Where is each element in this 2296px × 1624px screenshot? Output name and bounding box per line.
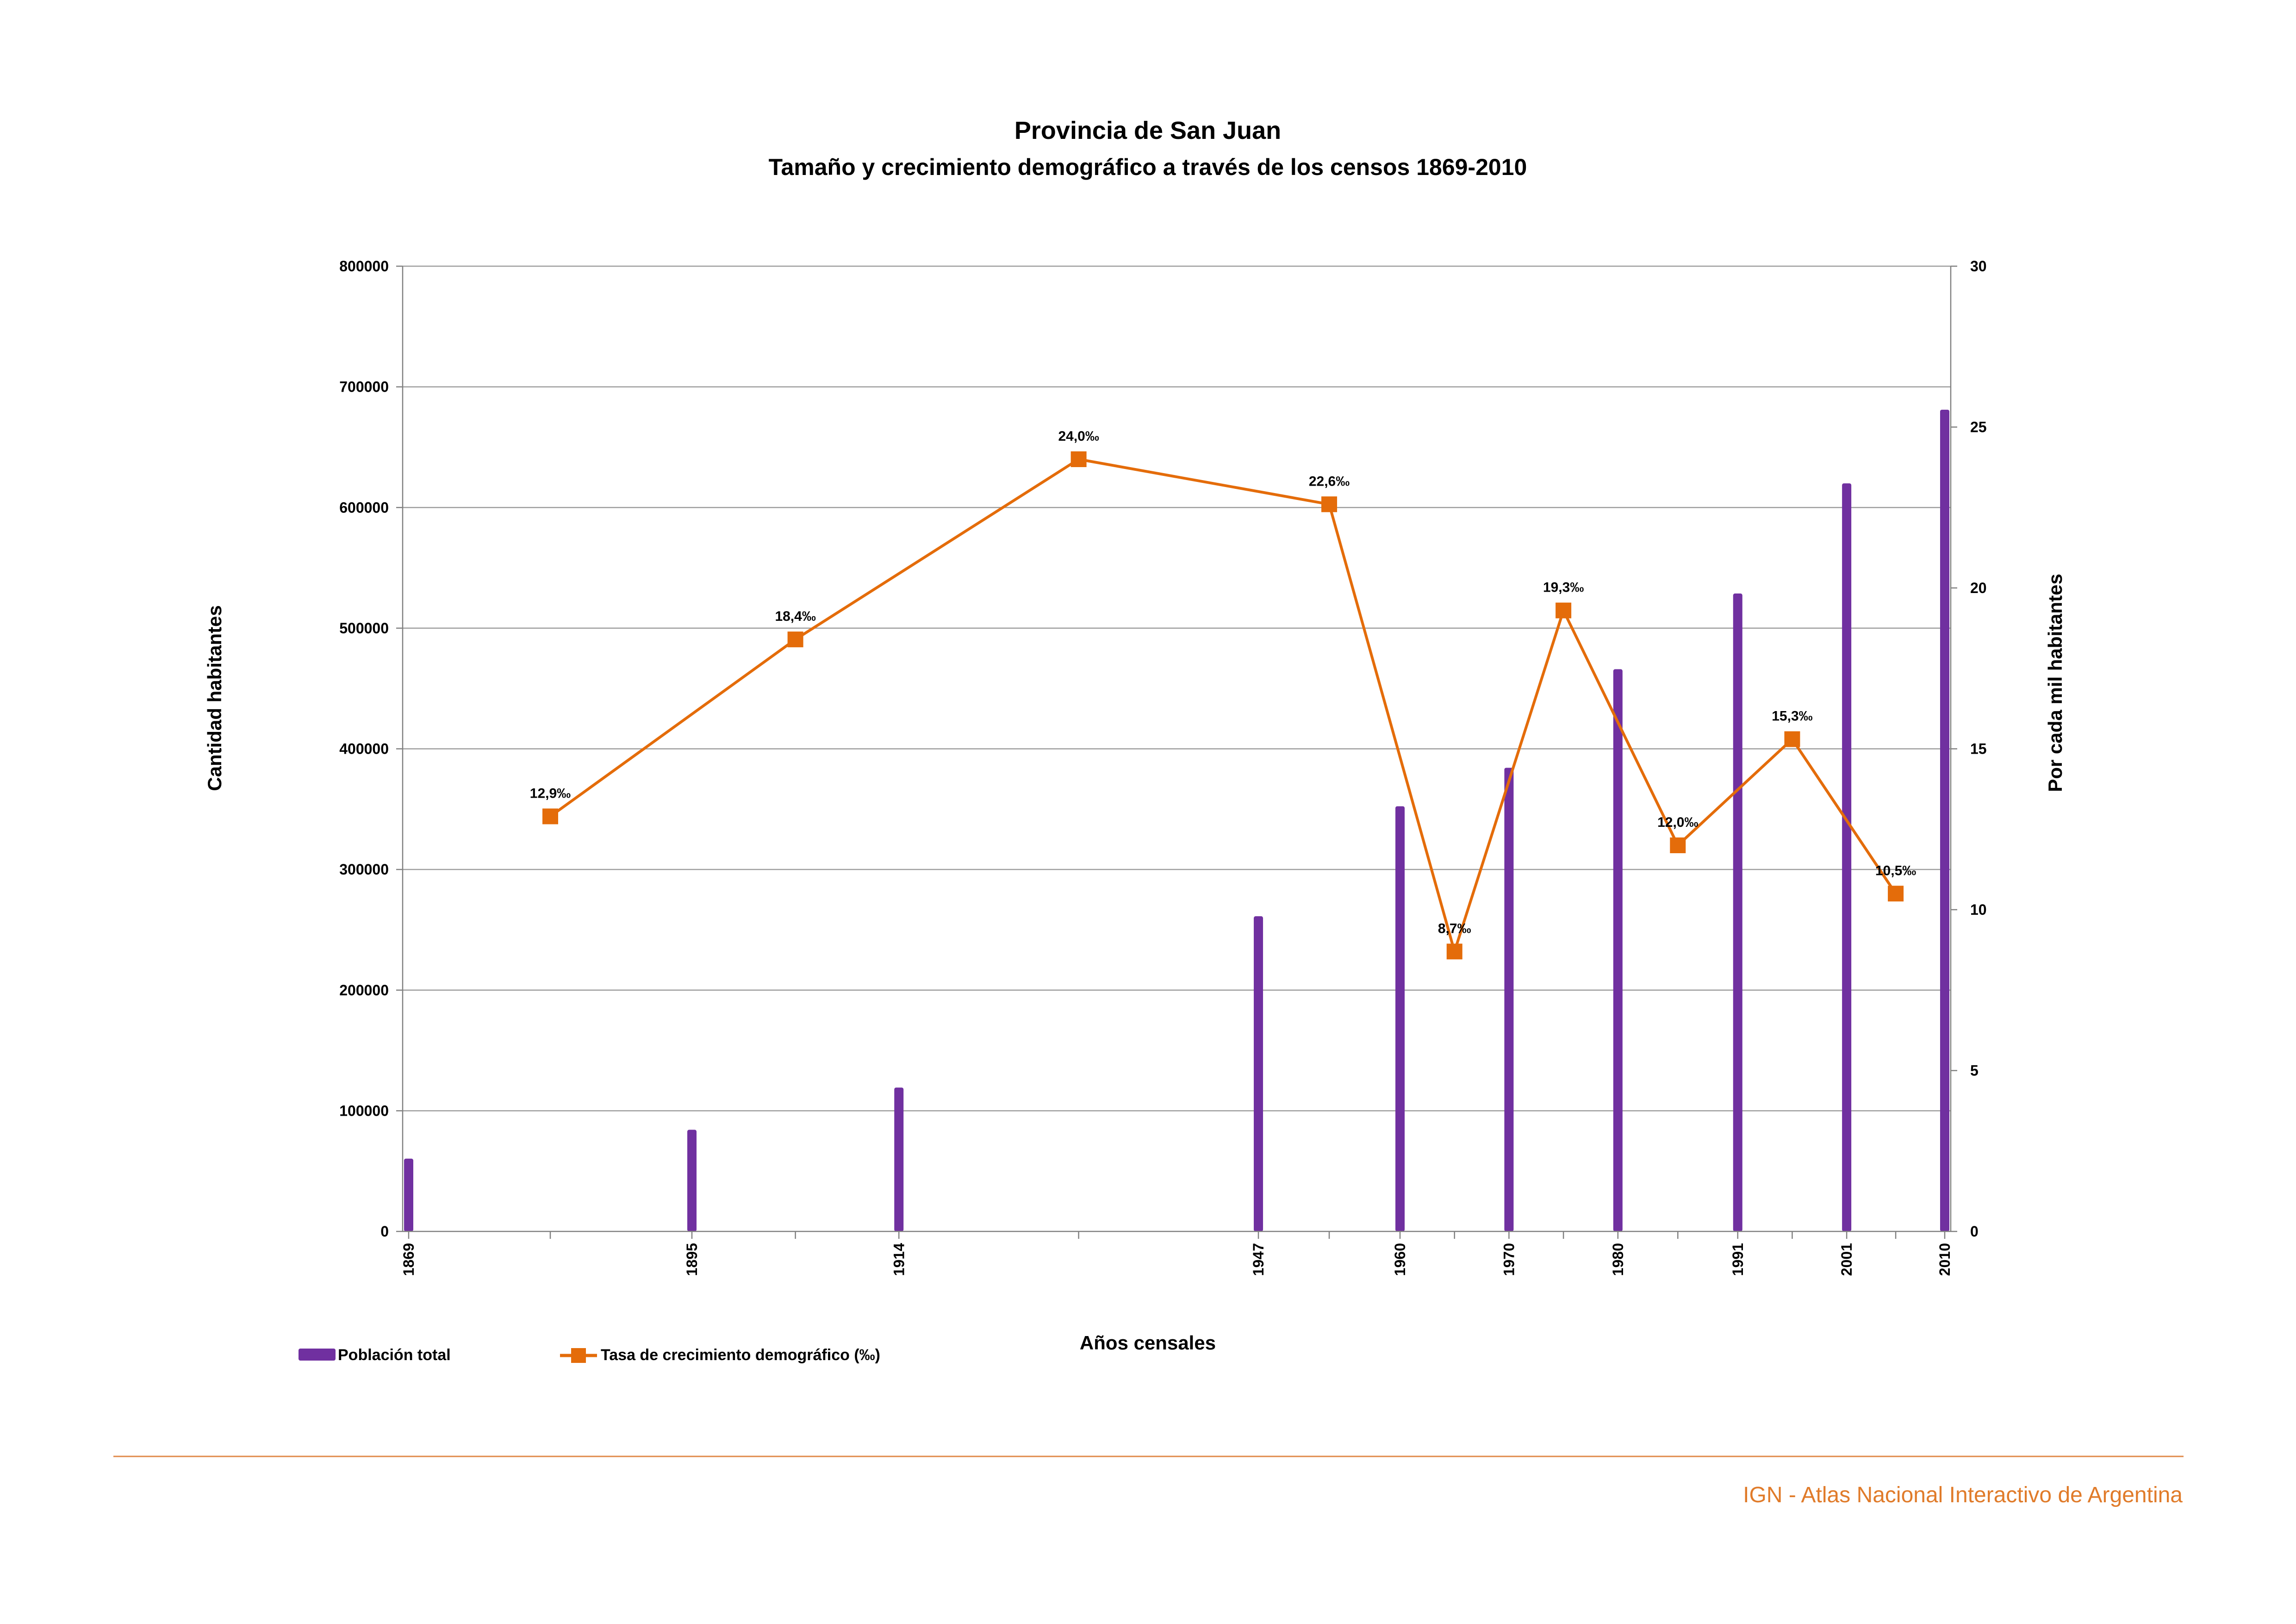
tick-labels: 0 100000 200000 300000 400000 500000 600000 700… — [339, 258, 1986, 1276]
y-left-tick-label: 700000 — [339, 379, 389, 395]
population-bar — [1504, 768, 1514, 1231]
x-tick-label: 1947 — [1250, 1243, 1267, 1276]
x-tick-label: 1991 — [1730, 1243, 1746, 1276]
population-bars — [404, 410, 1949, 1231]
growth-rate-marker — [1070, 451, 1087, 467]
chart-subtitle: Tamaño y crecimiento demográfico a travé… — [769, 154, 1527, 180]
axes — [396, 265, 1957, 1239]
x-tick-label: 1895 — [684, 1243, 700, 1276]
population-bar — [687, 1130, 697, 1231]
population-bar — [1254, 916, 1263, 1231]
growth-rate-marker — [1321, 496, 1338, 512]
growth-rate-marker — [787, 631, 803, 648]
population-bar — [404, 1158, 413, 1231]
growth-rate-marker — [1670, 837, 1686, 853]
growth-rate-polyline — [549, 458, 1897, 953]
y-right-tick-label: 15 — [1970, 741, 1987, 757]
growth-rate-label: 15,3‰ — [1772, 709, 1812, 724]
y-axis-right-label: Por cada mil habitantes — [2044, 574, 2066, 792]
y-right-tick-label: 5 — [1970, 1062, 1979, 1079]
growth-rate-label: 12,0‰ — [1657, 815, 1698, 830]
population-bar — [1395, 806, 1405, 1231]
x-tick-label: 1914 — [890, 1243, 907, 1276]
y-left-tick-label: 100000 — [339, 1102, 389, 1119]
y-right-tick-label: 10 — [1970, 901, 1987, 918]
growth-rate-label: 22,6‰ — [1309, 474, 1350, 489]
y-left-tick-label: 500000 — [339, 620, 389, 637]
y-right-tick-label: 20 — [1970, 580, 1987, 596]
legend-line-label: Tasa de crecimiento demográfico (‰) — [601, 1346, 880, 1364]
x-tick-label: 1869 — [400, 1243, 417, 1276]
growth-rate-label: 8,7‰ — [1438, 921, 1471, 936]
growth-rate-marker — [1446, 943, 1462, 960]
y-left-tick-label: 800000 — [339, 258, 389, 275]
growth-rate-labels: 12,9‰ 18,4‰ 24,0‰ 22,6‰ 8,7‰ 19,3‰ 12,0‰ 15,3‰ 1… — [530, 429, 1916, 936]
gridlines — [403, 265, 1951, 1112]
x-tick-label: 1970 — [1500, 1243, 1517, 1276]
growth-rate-label: 18,4‰ — [775, 609, 815, 624]
growth-rate-label: 19,3‰ — [1543, 580, 1584, 595]
x-tick-label: 1980 — [1610, 1243, 1626, 1276]
legend-bar-swatch — [299, 1349, 336, 1361]
legend-bar-label: Población total — [338, 1346, 451, 1364]
y-left-tick-label: 300000 — [339, 861, 389, 878]
population-bar — [1940, 410, 1949, 1231]
chart-title: Provincia de San Juan — [1014, 117, 1281, 144]
y-right-tick-label: 0 — [1970, 1223, 1979, 1240]
legend-line-marker — [571, 1348, 586, 1363]
legend: Población total Tasa de crecimiento demo… — [299, 1346, 880, 1364]
y-left-tick-label: 200000 — [339, 982, 389, 999]
population-bar — [1842, 483, 1852, 1231]
growth-rate-marker — [1784, 731, 1800, 747]
growth-rate-line — [542, 451, 1904, 960]
growth-rate-label: 24,0‰ — [1058, 429, 1099, 444]
population-bar — [894, 1087, 904, 1231]
y-left-tick-label: 400000 — [339, 741, 389, 757]
growth-rate-label: 10,5‰ — [1875, 863, 1916, 878]
growth-rate-marker — [1556, 602, 1572, 618]
population-bar — [1733, 593, 1742, 1231]
y-left-tick-label: 0 — [380, 1223, 389, 1240]
growth-rate-marker — [1888, 886, 1904, 902]
y-right-tick-label: 30 — [1970, 258, 1987, 275]
y-axis-left-label: Cantidad habitantes — [204, 605, 225, 791]
growth-rate-marker — [542, 808, 559, 824]
x-tick-label: 1960 — [1392, 1243, 1408, 1276]
x-axis-label: Años censales — [1080, 1332, 1216, 1354]
y-right-tick-label: 25 — [1970, 419, 1987, 436]
growth-rate-label: 12,9‰ — [530, 786, 571, 801]
y-left-tick-label: 600000 — [339, 499, 389, 516]
x-tick-label: 2010 — [1936, 1243, 1953, 1276]
x-tick-label: 2001 — [1838, 1243, 1855, 1276]
footer-text: IGN - Atlas Nacional Interactivo de Arge… — [1743, 1483, 2183, 1507]
population-bar — [1613, 669, 1623, 1231]
